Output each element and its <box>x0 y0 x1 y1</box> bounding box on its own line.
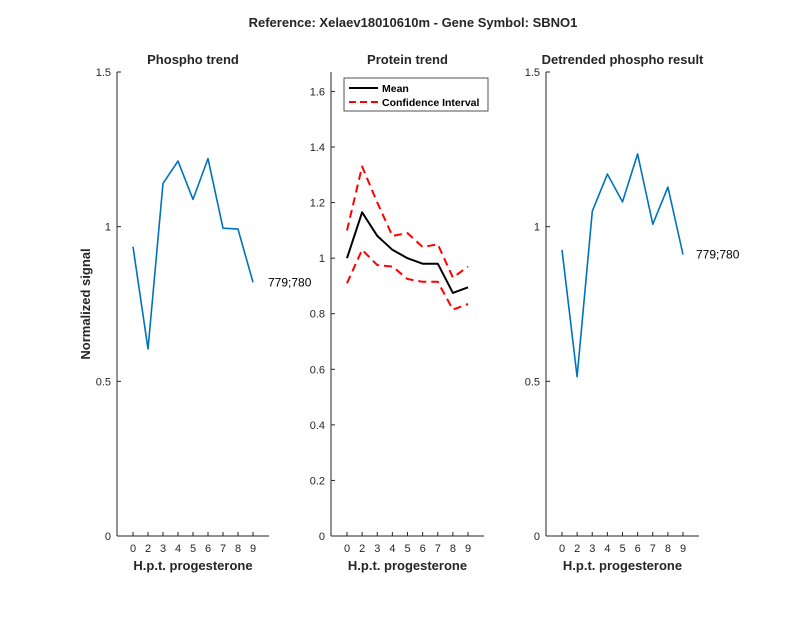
series-line-2 <box>346 248 469 311</box>
x-tick-label: 8 <box>235 543 241 555</box>
x-tick-label: 4 <box>389 543 395 555</box>
y-tick-label: 0 <box>105 531 111 543</box>
x-tick-label: 3 <box>374 543 380 555</box>
y-tick-label: 1 <box>319 253 325 265</box>
y-tick-label: 1.5 <box>96 67 111 79</box>
protein-trend-chart: Protein trend H.p.t. progesterone 0 0.2 0.… <box>310 52 489 573</box>
x-tick-label: 6 <box>420 543 426 555</box>
y-tick-label: 0 <box>319 531 325 543</box>
x-tick-label: 9 <box>465 543 471 555</box>
x-axis-label: H.p.t. progesterone <box>348 558 467 573</box>
series-line-0 <box>346 211 469 294</box>
detrended-phospho-chart: Detrended phospho result H.p.t. progeste… <box>525 52 740 573</box>
y-tick-label: 0.2 <box>310 475 325 487</box>
legend-box <box>343 77 489 112</box>
y-tick-label: 0.5 <box>96 376 111 388</box>
x-tick-label: 7 <box>220 543 226 555</box>
x-tick-label: 9 <box>250 543 256 555</box>
legend-label-mean: Mean <box>382 83 409 95</box>
x-axis-label: H.p.t. progesterone <box>563 558 682 573</box>
x-tick-label: 6 <box>635 543 641 555</box>
x-tick-label: 9 <box>680 543 686 555</box>
series-line-0 <box>561 153 684 378</box>
x-tick-label: 2 <box>574 543 580 555</box>
legend-label-ci: Confidence Interval <box>382 97 480 109</box>
x-tick-label: 5 <box>190 543 196 555</box>
x-tick-label: 6 <box>205 543 211 555</box>
y-tick-label: 0.5 <box>525 376 540 388</box>
chart-title: Phospho trend <box>147 52 239 67</box>
y-tick-label: 1 <box>534 222 540 234</box>
x-tick-label: 8 <box>665 543 671 555</box>
phospho-trend-chart: Phospho trend H.p.t. progesterone Normal… <box>78 52 312 573</box>
y-tick-label: 0.8 <box>310 309 325 321</box>
y-tick-label: 1.6 <box>310 86 325 98</box>
chart-title: Detrended phospho result <box>542 52 704 67</box>
series-line-0 <box>132 157 254 350</box>
series-annotation: 779;780 <box>696 248 740 262</box>
y-tick-label: 1.2 <box>310 198 325 210</box>
y-tick-label: 0.4 <box>310 420 325 432</box>
x-tick-label: 7 <box>435 543 441 555</box>
x-tick-label: 0 <box>559 543 565 555</box>
y-axis-label: Normalized signal <box>78 248 93 359</box>
x-axis-label: H.p.t. progesterone <box>133 558 252 573</box>
y-tick-label: 0.6 <box>310 364 325 376</box>
x-tick-label: 3 <box>589 543 595 555</box>
x-tick-label: 5 <box>404 543 410 555</box>
x-tick-label: 8 <box>450 543 456 555</box>
x-tick-label: 2 <box>145 543 151 555</box>
legend: Mean Confidence Interval <box>343 77 489 112</box>
x-tick-label: 5 <box>619 543 625 555</box>
series-line-1 <box>346 165 469 279</box>
x-tick-label: 4 <box>175 543 181 555</box>
y-tick-label: 1 <box>105 222 111 234</box>
x-tick-label: 3 <box>160 543 166 555</box>
y-tick-label: 1.4 <box>310 142 325 154</box>
y-tick-label: 1.5 <box>525 67 540 79</box>
chart-title: Protein trend <box>367 52 448 67</box>
figure-title: Reference: Xelaev18010610m - Gene Symbol… <box>249 15 578 30</box>
x-tick-label: 4 <box>604 543 610 555</box>
series-annotation: 779;780 <box>268 275 312 289</box>
y-tick-label: 0 <box>534 531 540 543</box>
x-tick-label: 7 <box>650 543 656 555</box>
x-tick-label: 2 <box>359 543 365 555</box>
x-tick-label: 0 <box>130 543 136 555</box>
x-tick-label: 0 <box>344 543 350 555</box>
